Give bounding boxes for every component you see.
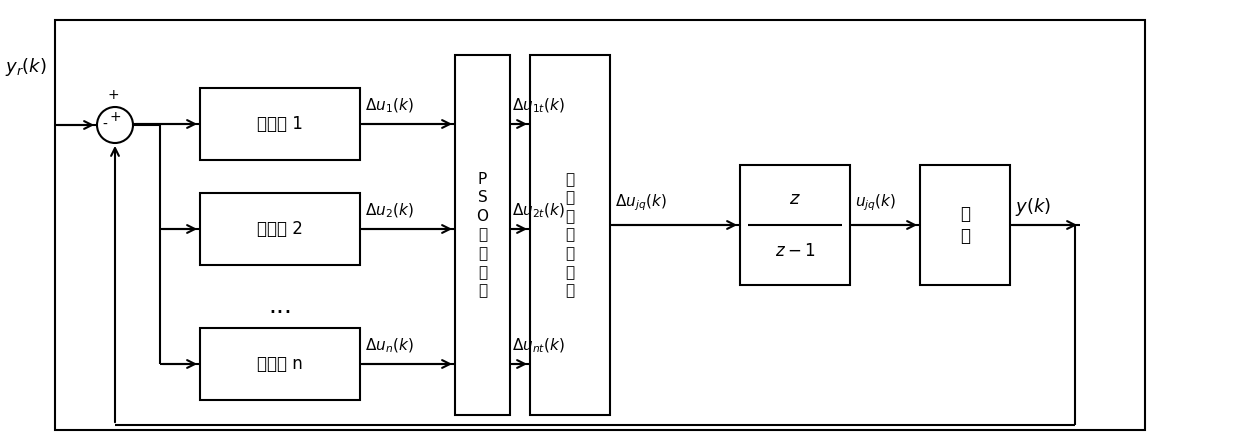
Text: $z-1$: $z-1$ [775,243,815,260]
Text: 控制器 n: 控制器 n [257,355,303,373]
Bar [529,55,610,415]
Text: $\Delta u_2(k)$: $\Delta u_2(k)$ [365,202,414,220]
Bar [200,328,360,400]
Text: 改
进
贝
叶
斯
加
权: 改 进 贝 叶 斯 加 权 [565,172,574,298]
Text: $u_{jq}(k)$: $u_{jq}(k)$ [856,193,897,213]
Text: 控制器 2: 控制器 2 [257,220,303,238]
Text: $\Delta u_{nt}(k)$: $\Delta u_{nt}(k)$ [512,337,565,355]
Text: ···: ··· [268,301,291,325]
Text: $\Delta u_n(k)$: $\Delta u_n(k)$ [365,337,414,355]
Text: +: + [109,110,120,124]
Bar [455,55,510,415]
Text: $z$: $z$ [789,190,801,208]
Text: 对
象: 对 象 [960,205,970,245]
Text: $y(k)$: $y(k)$ [1016,196,1052,218]
Text: $\Delta u_{2t}(k)$: $\Delta u_{2t}(k)$ [512,202,565,220]
Text: P
S
O
智
能
寻
优: P S O 智 能 寻 优 [476,172,489,298]
Bar [200,193,360,265]
Text: $y_r(k)$: $y_r(k)$ [5,56,47,78]
Text: $\Delta u_1(k)$: $\Delta u_1(k)$ [365,97,414,115]
Bar [200,88,360,160]
Text: 控制器 1: 控制器 1 [257,115,303,133]
Text: -: - [103,118,108,132]
Text: +: + [108,88,119,102]
Text: $\Delta u_{jq}(k)$: $\Delta u_{jq}(k)$ [615,193,667,213]
Bar [920,165,1011,285]
Bar [740,165,849,285]
Text: $\Delta u_{1t}(k)$: $\Delta u_{1t}(k)$ [512,97,565,115]
Bar [55,20,1145,430]
